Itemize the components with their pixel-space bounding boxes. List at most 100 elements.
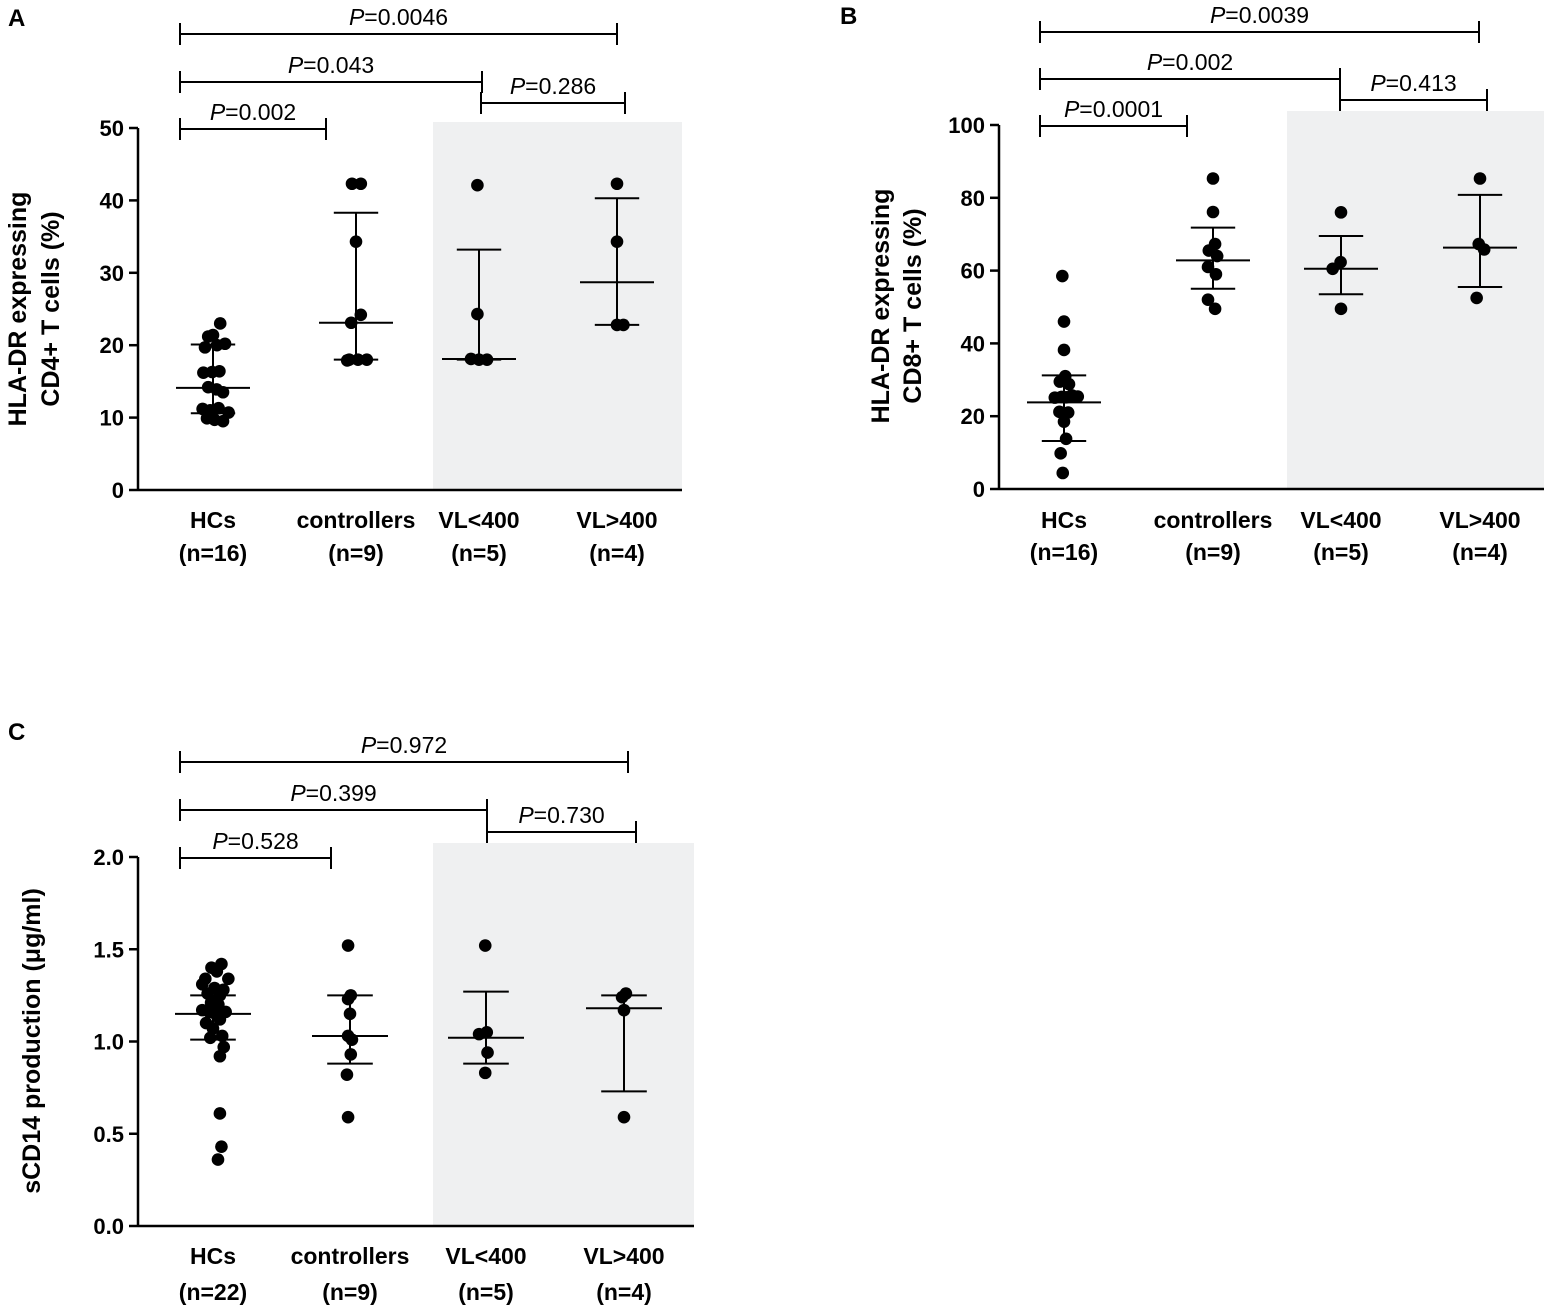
- y-axis-label-line2: CD4+ T cells (%): [37, 211, 65, 406]
- x-category-count: (n=4): [589, 540, 645, 566]
- p-value: =0.413: [1386, 70, 1457, 96]
- x-category-count: (n=22): [179, 1279, 247, 1305]
- p-symbol: P: [361, 732, 377, 758]
- data-point: [212, 401, 225, 415]
- x-category-label: VL>400: [1439, 507, 1520, 533]
- data-point: [619, 987, 633, 1000]
- panel-letter: C: [8, 719, 25, 746]
- group-1: [1176, 172, 1250, 316]
- x-category-label: VL>400: [583, 1243, 664, 1269]
- data-point: [1201, 293, 1215, 307]
- data-point: [478, 939, 492, 952]
- x-category-count: (n=9): [322, 1279, 378, 1305]
- x-category-label: HCs: [1041, 507, 1087, 533]
- p-value: =0.399: [306, 780, 377, 806]
- data-point: [344, 1048, 358, 1061]
- data-point: [360, 353, 374, 366]
- data-point: [340, 354, 354, 367]
- data-point: [478, 1066, 492, 1080]
- p-value-label: P=0.0001: [1064, 96, 1163, 122]
- data-point: [1054, 447, 1067, 460]
- group-0: [1027, 269, 1101, 480]
- p-value: =0.0046: [364, 4, 448, 30]
- y-tick-label: 2.0: [93, 845, 124, 870]
- y-tick-label: 20: [961, 404, 985, 429]
- p-value-label: P=0.399: [290, 780, 376, 806]
- p-value: =0.002: [1162, 49, 1233, 75]
- data-point: [215, 1029, 229, 1043]
- data-point: [1206, 172, 1220, 185]
- comparison-bracket: P=0.0046: [179, 4, 618, 45]
- y-axis-label: HLA-DR expressing: [867, 189, 895, 424]
- group-1: [312, 939, 388, 1124]
- data-point: [218, 337, 232, 351]
- comparison-bracket: P=0.399: [179, 780, 488, 821]
- group-1: [319, 177, 393, 367]
- data-point: [1057, 415, 1071, 428]
- comparison-bracket: P=0.730: [486, 802, 637, 843]
- p-value-label: P=0.002: [210, 99, 296, 125]
- y-tick-label: 0.0: [93, 1214, 124, 1239]
- data-point: [1334, 206, 1348, 219]
- p-value: =0.002: [225, 99, 296, 125]
- data-point: [610, 177, 624, 191]
- x-category-count: (n=5): [451, 540, 507, 566]
- group-2: [1304, 206, 1378, 316]
- p-symbol: P: [518, 802, 534, 828]
- y-axis-label-line2: CD8+ T cells (%): [899, 208, 927, 403]
- data-point: [210, 965, 224, 978]
- y-tick-label: 0: [973, 477, 985, 502]
- x-category-label: HCs: [190, 507, 236, 533]
- data-point: [610, 235, 624, 248]
- data-point: [1057, 343, 1071, 357]
- data-point: [213, 317, 227, 330]
- p-symbol: P: [510, 73, 526, 99]
- comparison-bracket: P=0.002: [1039, 49, 1341, 90]
- x-category-count: (n=16): [1030, 539, 1098, 565]
- data-point: [216, 385, 230, 399]
- data-point: [351, 353, 365, 366]
- p-value-label: P=0.413: [1370, 70, 1456, 96]
- y-tick-label: 60: [961, 259, 985, 284]
- panel-letter: A: [8, 5, 25, 32]
- data-point: [215, 1140, 228, 1153]
- p-value-label: P=0.730: [518, 802, 604, 828]
- x-category-count: (n=9): [1185, 539, 1241, 565]
- data-point: [1210, 249, 1224, 263]
- comparison-bracket: P=0.0039: [1039, 2, 1480, 43]
- x-category-count: (n=9): [328, 540, 384, 566]
- x-category-label: controllers: [297, 507, 416, 533]
- y-tick-label: 40: [961, 331, 985, 356]
- p-value: =0.528: [228, 828, 299, 854]
- data-point: [1209, 267, 1223, 281]
- comparison-bracket: P=0.972: [179, 732, 629, 773]
- x-category-label: VL>400: [576, 507, 657, 533]
- data-point: [617, 1003, 631, 1017]
- data-point: [206, 328, 220, 342]
- data-point: [1208, 302, 1222, 316]
- data-point: [213, 1049, 227, 1063]
- p-value: =0.972: [376, 732, 447, 758]
- p-value: =0.286: [525, 73, 596, 99]
- data-point: [341, 939, 355, 952]
- data-point: [213, 364, 226, 378]
- data-point: [222, 972, 235, 986]
- x-category-count: (n=16): [179, 540, 247, 566]
- data-point: [340, 1068, 354, 1082]
- group-2: [442, 178, 516, 366]
- p-symbol: P: [288, 52, 304, 78]
- p-value-label: P=0.286: [510, 73, 596, 99]
- x-category-label: controllers: [1154, 507, 1273, 533]
- data-point: [213, 1107, 227, 1120]
- data-point: [480, 1025, 494, 1039]
- data-point: [354, 177, 368, 191]
- data-point: [1477, 243, 1491, 256]
- x-category-count: (n=4): [1452, 539, 1508, 565]
- p-symbol: P: [1210, 2, 1226, 28]
- data-point: [198, 341, 212, 354]
- group-3: [580, 177, 654, 332]
- data-point: [1056, 269, 1069, 283]
- p-symbol: P: [212, 828, 228, 854]
- panel-a: A 0 10 20 30 40 50 HLA-DR expressing CD4+ T cell…: [4, 4, 682, 566]
